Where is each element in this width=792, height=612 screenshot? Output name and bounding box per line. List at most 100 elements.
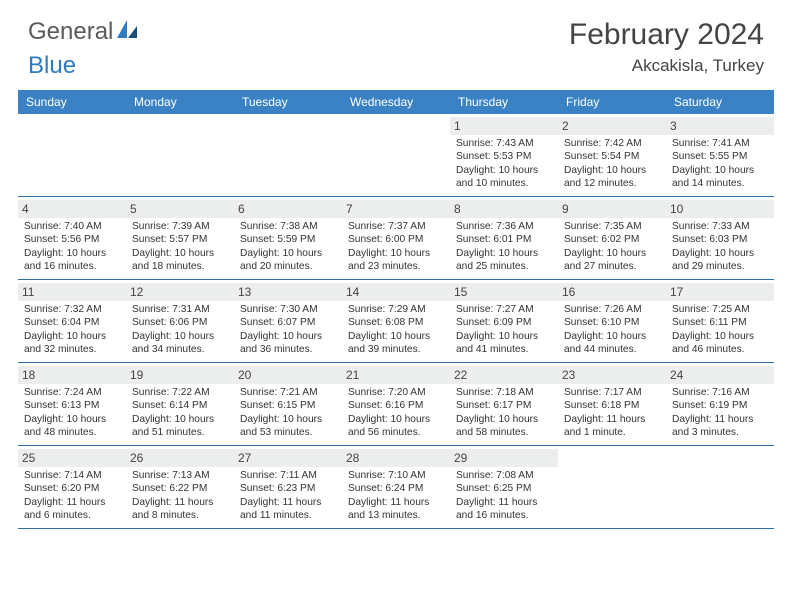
cell-line: Sunrise: 7:21 AM	[240, 386, 336, 399]
cell-line: Daylight: 11 hours	[132, 496, 228, 509]
cell-line: Sunset: 6:25 PM	[456, 482, 552, 495]
date-number: 23	[558, 366, 666, 384]
date-number	[18, 117, 126, 135]
cell-line: Sunset: 6:06 PM	[132, 316, 228, 329]
cell-line: Sunrise: 7:39 AM	[132, 220, 228, 233]
cell-line: Sunrise: 7:26 AM	[564, 303, 660, 316]
date-number: 12	[126, 283, 234, 301]
date-number: 27	[234, 449, 342, 467]
cell-line: Daylight: 10 hours	[240, 413, 336, 426]
day-header: Saturday	[666, 90, 774, 114]
calendar-cell: 21Sunrise: 7:20 AMSunset: 6:16 PMDayligh…	[342, 363, 450, 445]
cell-line: Daylight: 10 hours	[456, 164, 552, 177]
calendar-cell: 27Sunrise: 7:11 AMSunset: 6:23 PMDayligh…	[234, 446, 342, 528]
date-number: 3	[666, 117, 774, 135]
cell-line: Daylight: 10 hours	[24, 413, 120, 426]
cell-line: Sunset: 6:22 PM	[132, 482, 228, 495]
cell-line: and 58 minutes.	[456, 426, 552, 439]
cell-line: and 34 minutes.	[132, 343, 228, 356]
cell-line: and 1 minute.	[564, 426, 660, 439]
cell-line: Sunset: 6:16 PM	[348, 399, 444, 412]
date-number: 10	[666, 200, 774, 218]
cell-line: and 18 minutes.	[132, 260, 228, 273]
cell-line: Sunrise: 7:24 AM	[24, 386, 120, 399]
date-number: 15	[450, 283, 558, 301]
calendar-cell: 12 Sunrise: 7:31 AMSunset: 6:06 PMDayligh…	[126, 280, 234, 362]
calendar-cell: 18Sunrise: 7:24 AMSunset: 6:13 PMDayligh…	[18, 363, 126, 445]
month-title: February 2024	[569, 18, 764, 52]
cell-line: and 39 minutes.	[348, 343, 444, 356]
cell-line: Sunset: 6:19 PM	[672, 399, 768, 412]
cell-line: and 51 minutes.	[132, 426, 228, 439]
cell-line: and 8 minutes.	[132, 509, 228, 522]
date-number: 28	[342, 449, 450, 467]
cell-line: Sunset: 6:11 PM	[672, 316, 768, 329]
cell-line: Sunrise: 7:37 AM	[348, 220, 444, 233]
title-block: February 2024 Akcakisla, Turkey	[569, 18, 764, 76]
cell-line: Sunrise: 7:38 AM	[240, 220, 336, 233]
calendar-cell: 2Sunrise: 7:42 AMSunset: 5:54 PMDaylight…	[558, 114, 666, 196]
cell-line: Sunrise: 7:27 AM	[456, 303, 552, 316]
cell-line: and 53 minutes.	[240, 426, 336, 439]
cell-line: and 14 minutes.	[672, 177, 768, 190]
logo-text-general: General	[28, 18, 113, 46]
calendar-cell: 3Sunrise: 7:41 AMSunset: 5:55 PMDaylight…	[666, 114, 774, 196]
cell-line: Sunset: 6:09 PM	[456, 316, 552, 329]
cell-line: and 44 minutes.	[564, 343, 660, 356]
cell-line: Sunrise: 7:14 AM	[24, 469, 120, 482]
calendar-cell: 26Sunrise: 7:13 AMSunset: 6:22 PMDayligh…	[126, 446, 234, 528]
cell-line: and 16 minutes.	[24, 260, 120, 273]
cell-line: Daylight: 10 hours	[564, 247, 660, 260]
day-header: Tuesday	[234, 90, 342, 114]
cell-line: Sunset: 6:15 PM	[240, 399, 336, 412]
cell-line: Daylight: 11 hours	[564, 413, 660, 426]
date-number: 18	[18, 366, 126, 384]
cell-line: and 27 minutes.	[564, 260, 660, 273]
cell-line: Sunrise: 7:18 AM	[456, 386, 552, 399]
cell-line: Daylight: 10 hours	[672, 247, 768, 260]
calendar-cell: 19Sunrise: 7:22 AMSunset: 6:14 PMDayligh…	[126, 363, 234, 445]
cell-line: Daylight: 10 hours	[132, 330, 228, 343]
cell-line: Sunset: 6:17 PM	[456, 399, 552, 412]
calendar-cell-empty	[18, 114, 126, 196]
date-number: 26	[126, 449, 234, 467]
cell-line: Sunset: 5:59 PM	[240, 233, 336, 246]
date-number: 22	[450, 366, 558, 384]
cell-line: Sunrise: 7:31 AM	[132, 303, 228, 316]
cell-line: Daylight: 11 hours	[456, 496, 552, 509]
date-number	[126, 117, 234, 135]
cell-line: Daylight: 10 hours	[240, 247, 336, 260]
date-number: 14	[342, 283, 450, 301]
cell-line: Sunset: 5:55 PM	[672, 150, 768, 163]
cell-line: Sunset: 6:00 PM	[348, 233, 444, 246]
cell-line: Sunset: 6:07 PM	[240, 316, 336, 329]
calendar-cell: 7Sunrise: 7:37 AMSunset: 6:00 PMDaylight…	[342, 197, 450, 279]
cell-line: Daylight: 10 hours	[456, 330, 552, 343]
cell-line: Sunrise: 7:11 AM	[240, 469, 336, 482]
date-number: 6	[234, 200, 342, 218]
cell-line: Sunrise: 7:42 AM	[564, 137, 660, 150]
date-number: 16	[558, 283, 666, 301]
cell-line: Daylight: 10 hours	[348, 247, 444, 260]
date-number	[234, 117, 342, 135]
cell-line: Daylight: 11 hours	[672, 413, 768, 426]
cell-line: Sunset: 6:02 PM	[564, 233, 660, 246]
date-number: 9	[558, 200, 666, 218]
logo: General	[28, 18, 141, 46]
cell-line: Daylight: 10 hours	[132, 413, 228, 426]
cell-line: Sunset: 6:04 PM	[24, 316, 120, 329]
calendar-cell-empty	[558, 446, 666, 528]
date-number: 19	[126, 366, 234, 384]
calendar-cell: 24Sunrise: 7:16 AMSunset: 6:19 PMDayligh…	[666, 363, 774, 445]
cell-line: Daylight: 10 hours	[240, 330, 336, 343]
cell-line: and 23 minutes.	[348, 260, 444, 273]
cell-line: and 46 minutes.	[672, 343, 768, 356]
calendar-cell: 4Sunrise: 7:40 AMSunset: 5:56 PMDaylight…	[18, 197, 126, 279]
week-row: 11Sunrise: 7:32 AMSunset: 6:04 PMDayligh…	[18, 280, 774, 363]
cell-line: Sunset: 6:03 PM	[672, 233, 768, 246]
calendar-cell: 23Sunrise: 7:17 AMSunset: 6:18 PMDayligh…	[558, 363, 666, 445]
date-number: 4	[18, 200, 126, 218]
cell-line: Daylight: 11 hours	[240, 496, 336, 509]
week-row: 1Sunrise: 7:43 AMSunset: 5:53 PMDaylight…	[18, 114, 774, 197]
date-number: 8	[450, 200, 558, 218]
